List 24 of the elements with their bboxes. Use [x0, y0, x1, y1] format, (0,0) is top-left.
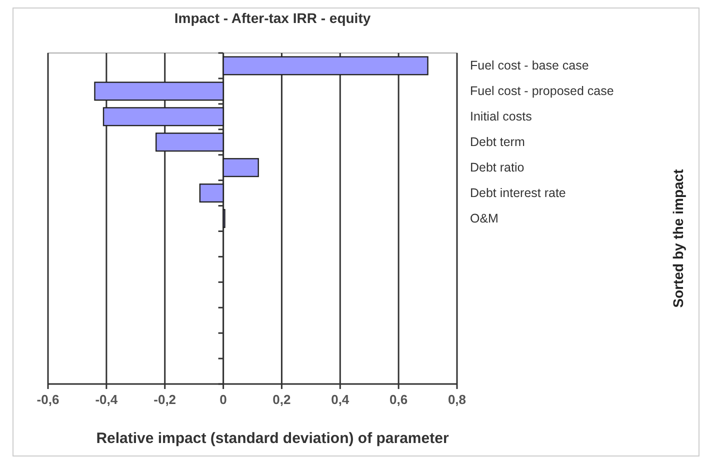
bar: [222, 158, 259, 178]
y-tick-label: Debt ratio: [470, 160, 524, 175]
x-tick-label: 0,4: [331, 392, 350, 407]
x-tick-label: 0,8: [448, 392, 466, 407]
x-tick-label: 0,6: [390, 392, 408, 407]
x-tick-label: -0,2: [154, 392, 176, 407]
chart-title: Impact - After-tax IRR - equity: [174, 10, 371, 26]
bar: [222, 56, 428, 76]
y-tick-label: Initial costs: [470, 110, 532, 124]
bar: [155, 132, 224, 152]
bar: [199, 184, 224, 203]
bar: [94, 82, 224, 101]
x-axis-title: Relative impact (standard deviation) of parameter: [96, 430, 449, 447]
bar: [102, 107, 224, 126]
x-tick-label: 0: [220, 392, 227, 407]
x-tick-label: -0,4: [95, 392, 118, 407]
y-tick-label: Fuel cost - base case: [470, 58, 589, 73]
y-axis-title: Sorted by the impact: [670, 168, 686, 308]
x-tick-label: -0,6: [36, 392, 60, 407]
y-tick-label: Debt interest rate: [470, 186, 566, 200]
x-tick-label: 0,2: [272, 392, 291, 407]
y-tick-label: O&M: [470, 212, 498, 226]
y-tick-label: Fuel cost - proposed case: [470, 84, 614, 98]
y-tick-label: Debt term: [470, 135, 525, 150]
